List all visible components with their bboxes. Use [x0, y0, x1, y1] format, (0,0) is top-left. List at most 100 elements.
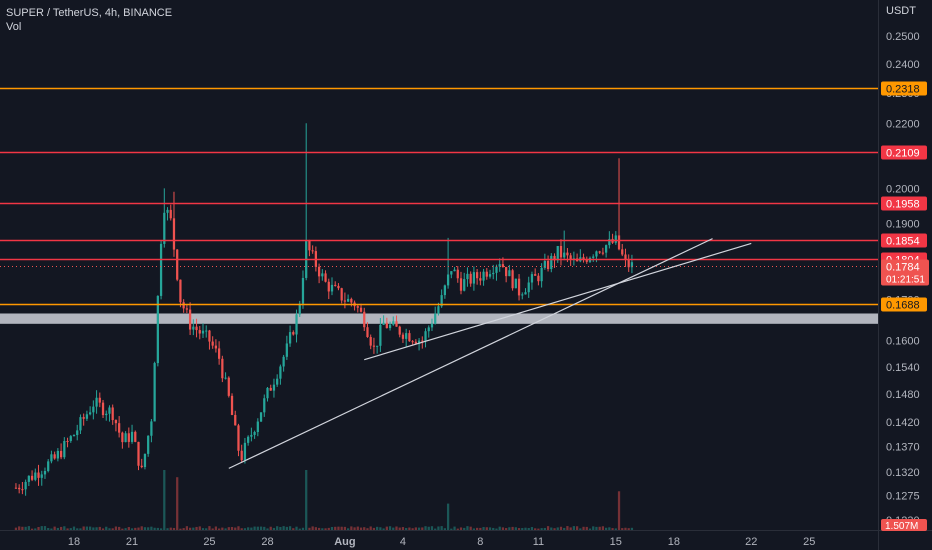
candle-body	[66, 440, 69, 442]
volume-bar	[76, 528, 79, 530]
candle-body	[534, 274, 537, 276]
volume-layer	[14, 470, 634, 530]
volume-bar	[224, 528, 227, 530]
candle-body	[479, 278, 482, 281]
volume-bar	[111, 528, 114, 530]
candle-body	[466, 273, 469, 280]
price-label-layer: 0.23180.21090.19580.18540.18040.16880.17…	[881, 81, 929, 532]
candle-body	[56, 450, 60, 459]
volume-bar	[72, 526, 76, 530]
volume-bar	[614, 528, 617, 530]
volume-bar	[434, 528, 437, 530]
volume-bar	[227, 527, 230, 530]
candle-body	[372, 345, 376, 347]
candle-body	[137, 441, 140, 466]
volume-bar	[118, 526, 121, 530]
last-price-text: 0.1784	[886, 262, 920, 274]
volume-bar	[159, 528, 163, 530]
trendline	[228, 238, 713, 469]
price-level-badge-text: 0.2318	[886, 84, 920, 96]
candle-body	[121, 432, 124, 443]
candle-body	[134, 431, 137, 442]
price-level-badge-text: 0.1688	[886, 300, 920, 312]
volume-bar	[546, 526, 550, 530]
trendline	[364, 242, 752, 361]
candle-body	[24, 481, 27, 490]
candle-body	[334, 284, 337, 286]
candle-body	[540, 267, 543, 282]
volume-bar	[330, 526, 334, 530]
candle-body	[492, 272, 495, 275]
volume-bar	[327, 527, 330, 530]
volume-bar	[298, 528, 301, 530]
volume-bar	[250, 527, 253, 530]
volume-bar	[575, 526, 579, 530]
volume-bar	[572, 526, 576, 530]
candle-body	[18, 487, 21, 490]
candle-body	[114, 420, 118, 424]
candle-body	[14, 487, 18, 489]
time-tick-label: 28	[261, 536, 273, 548]
candle-body	[592, 256, 595, 258]
candle-body	[379, 324, 382, 346]
candle-body	[79, 417, 82, 431]
candle-body	[266, 387, 269, 399]
candle-body	[227, 377, 230, 396]
volume-bar	[176, 477, 179, 530]
volume-bar	[305, 470, 308, 530]
volume-bar	[379, 527, 382, 530]
candle-body	[253, 431, 256, 435]
candle-body	[537, 275, 540, 282]
chart-legend: SUPER / TetherUS, 4h, BINANCE Vol	[6, 6, 172, 34]
volume-bar	[405, 528, 408, 530]
volume-bar	[37, 526, 40, 530]
volume-bar	[469, 526, 472, 530]
volume-bar	[592, 526, 595, 530]
volume-bar	[230, 526, 234, 530]
volume-bar	[501, 527, 505, 530]
candle-body	[72, 435, 76, 437]
candle-body	[498, 264, 501, 267]
volume-bar	[259, 526, 263, 530]
price-tick-label: 0.2200	[886, 118, 920, 130]
volume-bar	[63, 526, 66, 530]
volume-bar	[498, 526, 501, 530]
price-tick-label: 0.1420	[886, 417, 920, 429]
candle-body	[556, 245, 559, 261]
candle-body	[366, 327, 369, 338]
volume-bar	[98, 526, 101, 530]
price-tick-label: 0.1370	[886, 442, 920, 454]
candle-body	[234, 414, 237, 426]
levels-layer	[0, 87, 878, 306]
volume-bar	[601, 526, 605, 530]
candle-body	[98, 397, 101, 403]
volume-bar	[508, 527, 511, 530]
volume-bar	[485, 527, 488, 530]
candle-body	[85, 414, 89, 419]
volume-bar	[459, 527, 463, 530]
volume-bar	[308, 527, 311, 530]
price-tick-label: 0.1320	[886, 467, 920, 479]
candle-body	[627, 259, 630, 268]
candle-body	[53, 454, 56, 459]
candle-body	[172, 218, 176, 250]
volume-bar	[263, 526, 266, 530]
candle-body	[376, 345, 379, 347]
candle-body	[105, 413, 108, 416]
price-level-badge	[881, 233, 927, 248]
volume-bar	[337, 526, 340, 530]
candle-body	[185, 308, 189, 310]
volume-bar	[276, 526, 279, 530]
candle-body	[385, 322, 388, 329]
volume-bar	[456, 528, 459, 530]
candles-layer	[14, 123, 634, 496]
volume-bar	[463, 527, 466, 530]
volume-bar	[292, 528, 295, 530]
volume-bar	[417, 527, 421, 530]
price-level-badge	[881, 196, 927, 211]
volume-bar	[156, 527, 159, 530]
price-tick-label: 0.1275	[886, 491, 920, 503]
